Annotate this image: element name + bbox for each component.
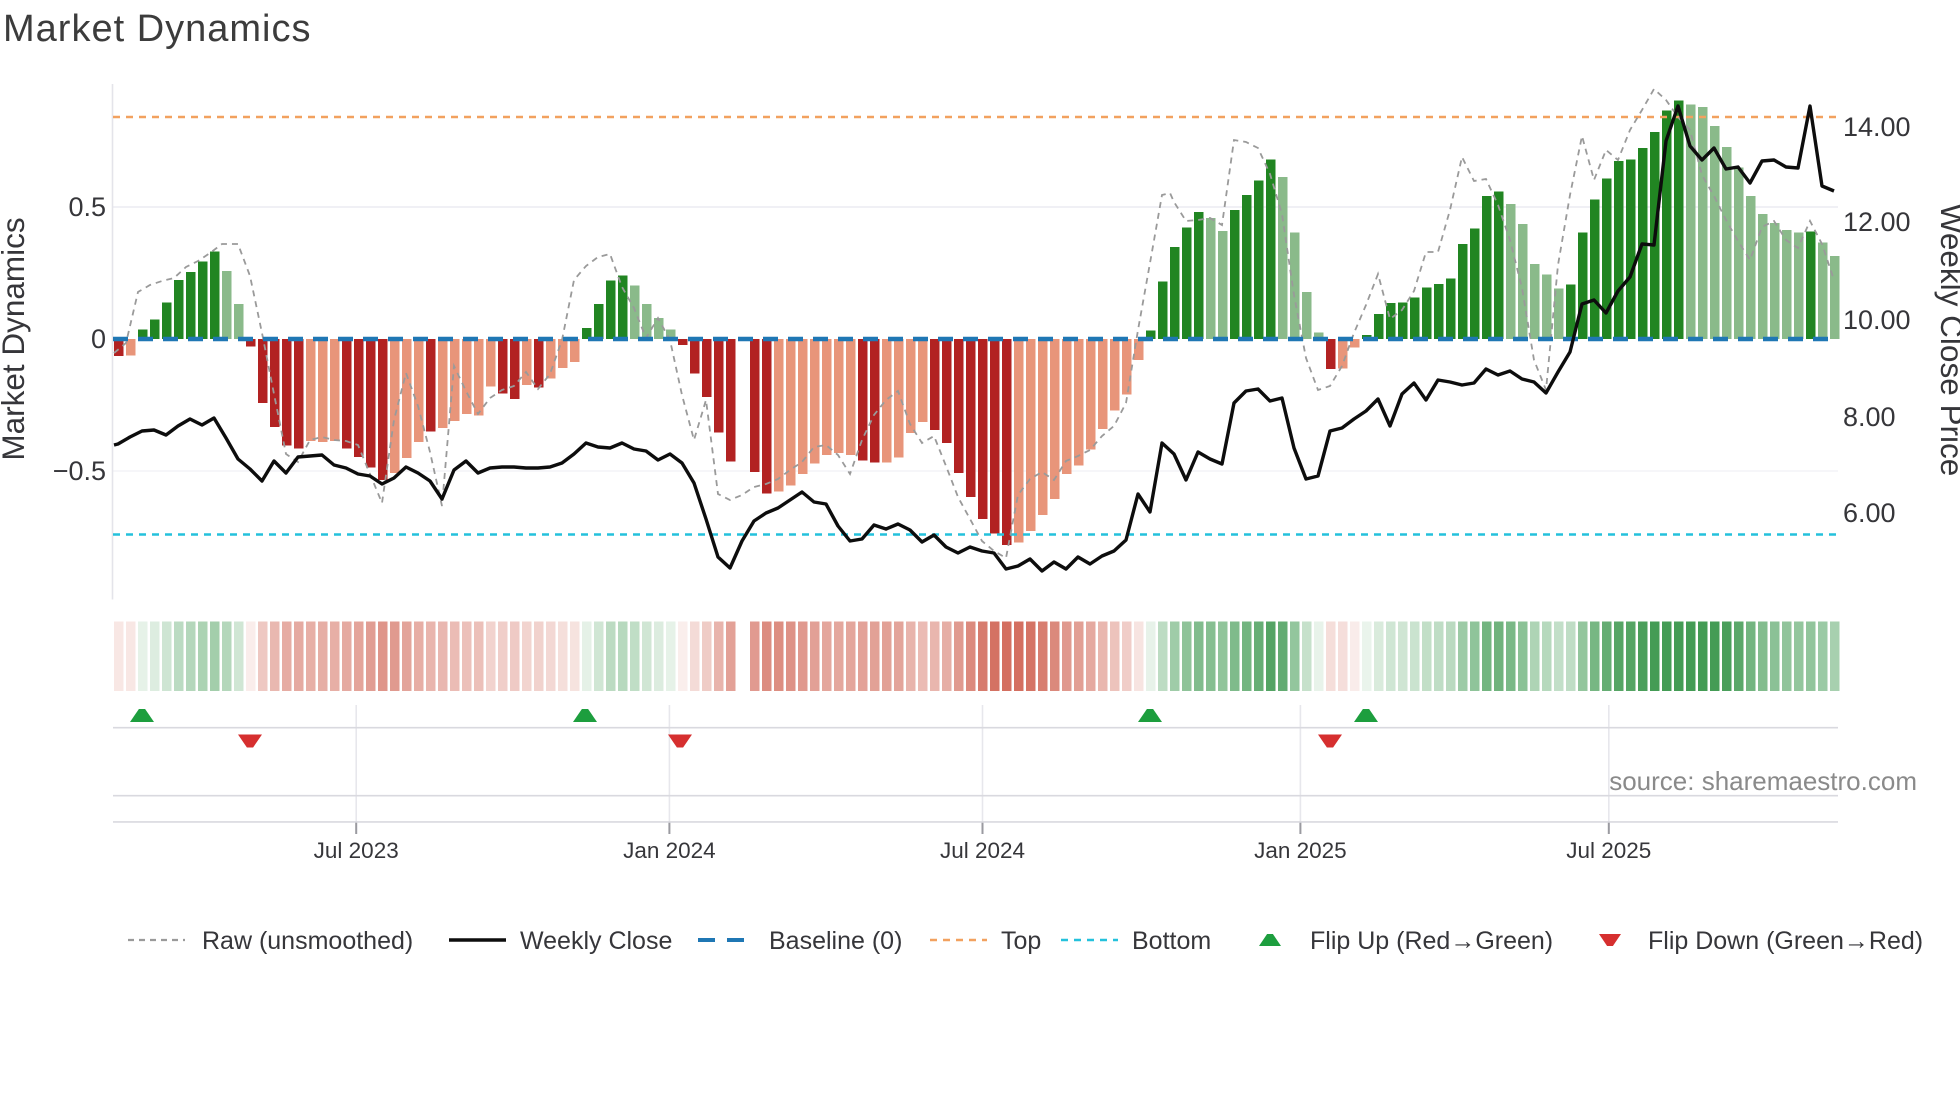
svg-text:Market Dynamics: Market Dynamics [0,217,31,460]
svg-text:Jan 2025: Jan 2025 [1254,838,1347,863]
svg-text:8.00: 8.00 [1843,402,1896,432]
svg-text:−0.5: −0.5 [53,456,106,486]
svg-text:Jul 2024: Jul 2024 [940,838,1025,863]
svg-text:Weekly Close: Weekly Close [520,927,672,955]
svg-text:0.5: 0.5 [68,192,106,222]
svg-text:Flip Up (Red→Green): Flip Up (Red→Green) [1310,927,1553,955]
svg-text:Flip Down (Green→Red): Flip Down (Green→Red) [1648,927,1923,955]
svg-text:Jul 2025: Jul 2025 [1566,838,1651,863]
svg-text:Jan 2024: Jan 2024 [623,838,716,863]
svg-text:12.00: 12.00 [1843,207,1911,237]
svg-text:0: 0 [91,324,106,354]
svg-text:Jul 2023: Jul 2023 [314,838,399,863]
svg-text:Baseline (0): Baseline (0) [769,927,902,955]
svg-text:10.00: 10.00 [1843,305,1911,335]
svg-text:Market Dynamics: Market Dynamics [3,8,312,50]
svg-text:14.00: 14.00 [1843,112,1911,142]
svg-text:Bottom: Bottom [1132,927,1211,955]
svg-text:6.00: 6.00 [1843,498,1896,528]
svg-text:Weekly Close Price: Weekly Close Price [1934,204,1960,477]
svg-text:source: sharemaestro.com: source: sharemaestro.com [1609,766,1917,796]
svg-text:Raw (unsmoothed): Raw (unsmoothed) [202,927,413,955]
svg-text:Top: Top [1001,927,1041,955]
